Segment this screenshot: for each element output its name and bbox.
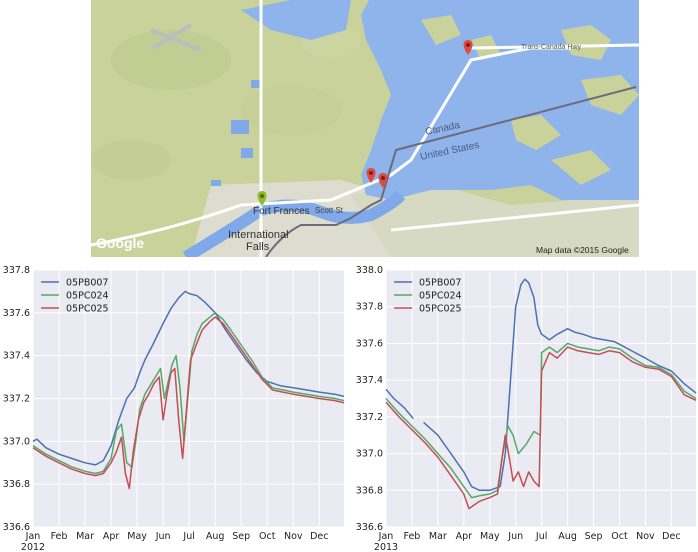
map-canvas[interactable]: Canada United States Trans-Canada Hwy Fo…: [91, 0, 639, 257]
legend-label: 05PB007: [66, 278, 108, 289]
x-tick-label: Jul: [182, 531, 194, 542]
x-tick-label: Nov: [284, 531, 303, 542]
y-tick-label: 336.8: [3, 479, 30, 490]
trans-canada-hwy-label: Trans-Canada Hwy: [521, 44, 582, 51]
y-tick-label: 336.6: [3, 522, 30, 533]
x-tick-label: Mar: [429, 531, 447, 542]
series-line-05PC025: [385, 346, 697, 510]
chart-2012-svg: 336.6 336.8 337.0 337.2 337.4 337.6 337.8 Jan Fe…: [3, 265, 345, 552]
legend-label: 05PC025: [66, 304, 109, 315]
series-line-05PB007: [32, 290, 345, 466]
x-tick-label: Apr: [103, 531, 120, 542]
x-tick-label: May: [127, 531, 147, 542]
fort-frances-label: Fort Frances: [253, 206, 310, 217]
x-tick-label: Feb: [404, 531, 421, 542]
series-line-05PC024: [32, 312, 345, 475]
x-tick-label: May: [480, 531, 500, 542]
chart-2012: 336.6 336.8 337.0 337.2 337.4 337.6 337.8 Jan Fe…: [0, 258, 350, 552]
series-line-05PB007: [423, 278, 697, 492]
x-tick-label: Jan: [378, 531, 394, 542]
map-view[interactable]: Canada United States Trans-Canada Hwy Fo…: [91, 0, 639, 257]
map-marker-red-3[interactable]: [378, 173, 388, 188]
international-border: [265, 86, 637, 257]
x-tick-label: Jul: [535, 531, 547, 542]
series-line-05PB007: [385, 388, 414, 420]
x-tick-label: Feb: [51, 531, 68, 542]
x-tick-label: Sep: [585, 531, 603, 542]
international-falls-label-line2: Falls: [246, 241, 270, 253]
x-tick-label: Apr: [456, 531, 473, 542]
y-tick-label: 337.0: [3, 436, 30, 447]
x-tick-label: Mar: [76, 531, 94, 542]
google-logo: Google: [96, 235, 144, 251]
airport-symbol: [150, 23, 202, 52]
x-tick-label: Aug: [206, 531, 225, 542]
international-falls-label-line1: International: [228, 229, 289, 241]
x-tick-label: Aug: [558, 531, 577, 542]
map-marker-green[interactable]: [257, 191, 267, 206]
x-tick-label: Jun: [155, 531, 171, 542]
chart-2013: 336.6 336.8 337.0 337.2 337.4 337.6 337.8 338.0…: [354, 258, 698, 552]
roads: [91, 0, 639, 257]
y-tick-label: 337.2: [356, 412, 383, 423]
x-tick-label: Oct: [611, 531, 628, 542]
legend-label: 05PC025: [419, 304, 462, 315]
y-tick-label: 337.8: [3, 265, 30, 276]
y-tick-label: 337.6: [356, 338, 383, 349]
series-line-05PC024: [385, 342, 697, 499]
y-tick-label: 336.6: [356, 522, 383, 533]
y-tick-label: 337.4: [3, 351, 30, 362]
scott-st-label: Scott St: [315, 206, 344, 215]
map-attribution[interactable]: Map data ©2015 Google: [536, 245, 629, 255]
x-tick-label: Oct: [259, 531, 276, 542]
y-tick-label: 336.8: [356, 485, 383, 496]
x-tick-label: Dec: [310, 531, 328, 542]
x-tick-label: Jun: [507, 531, 523, 542]
x-tick-label: Jan: [25, 531, 41, 542]
series-line-05PC025: [32, 316, 345, 490]
map-marker-red-1[interactable]: [463, 40, 473, 55]
legend-label: 05PB007: [419, 278, 461, 289]
x-tick-label: Nov: [636, 531, 655, 542]
y-tick-label: 338.0: [356, 265, 383, 276]
year-label: 2013: [374, 542, 398, 552]
chart-2013-svg: 336.6 336.8 337.0 337.2 337.4 337.6 337.8 338.0…: [356, 265, 697, 552]
y-tick-label: 337.0: [356, 449, 383, 460]
y-tick-label: 337.2: [3, 394, 30, 405]
y-tick-label: 337.8: [356, 302, 383, 313]
x-tick-label: Sep: [232, 531, 250, 542]
year-label: 2012: [21, 542, 45, 552]
map-marker-red-2[interactable]: [366, 168, 376, 183]
y-tick-label: 337.6: [3, 308, 30, 319]
legend-label: 05PC024: [66, 291, 109, 302]
islands: [421, 15, 639, 185]
lake-water-north: [241, 0, 351, 40]
ponds: [211, 80, 261, 186]
y-tick-label: 337.4: [356, 375, 383, 386]
legend-label: 05PC024: [419, 291, 462, 302]
x-tick-label: Dec: [662, 531, 680, 542]
rainy-river: [182, 190, 406, 257]
